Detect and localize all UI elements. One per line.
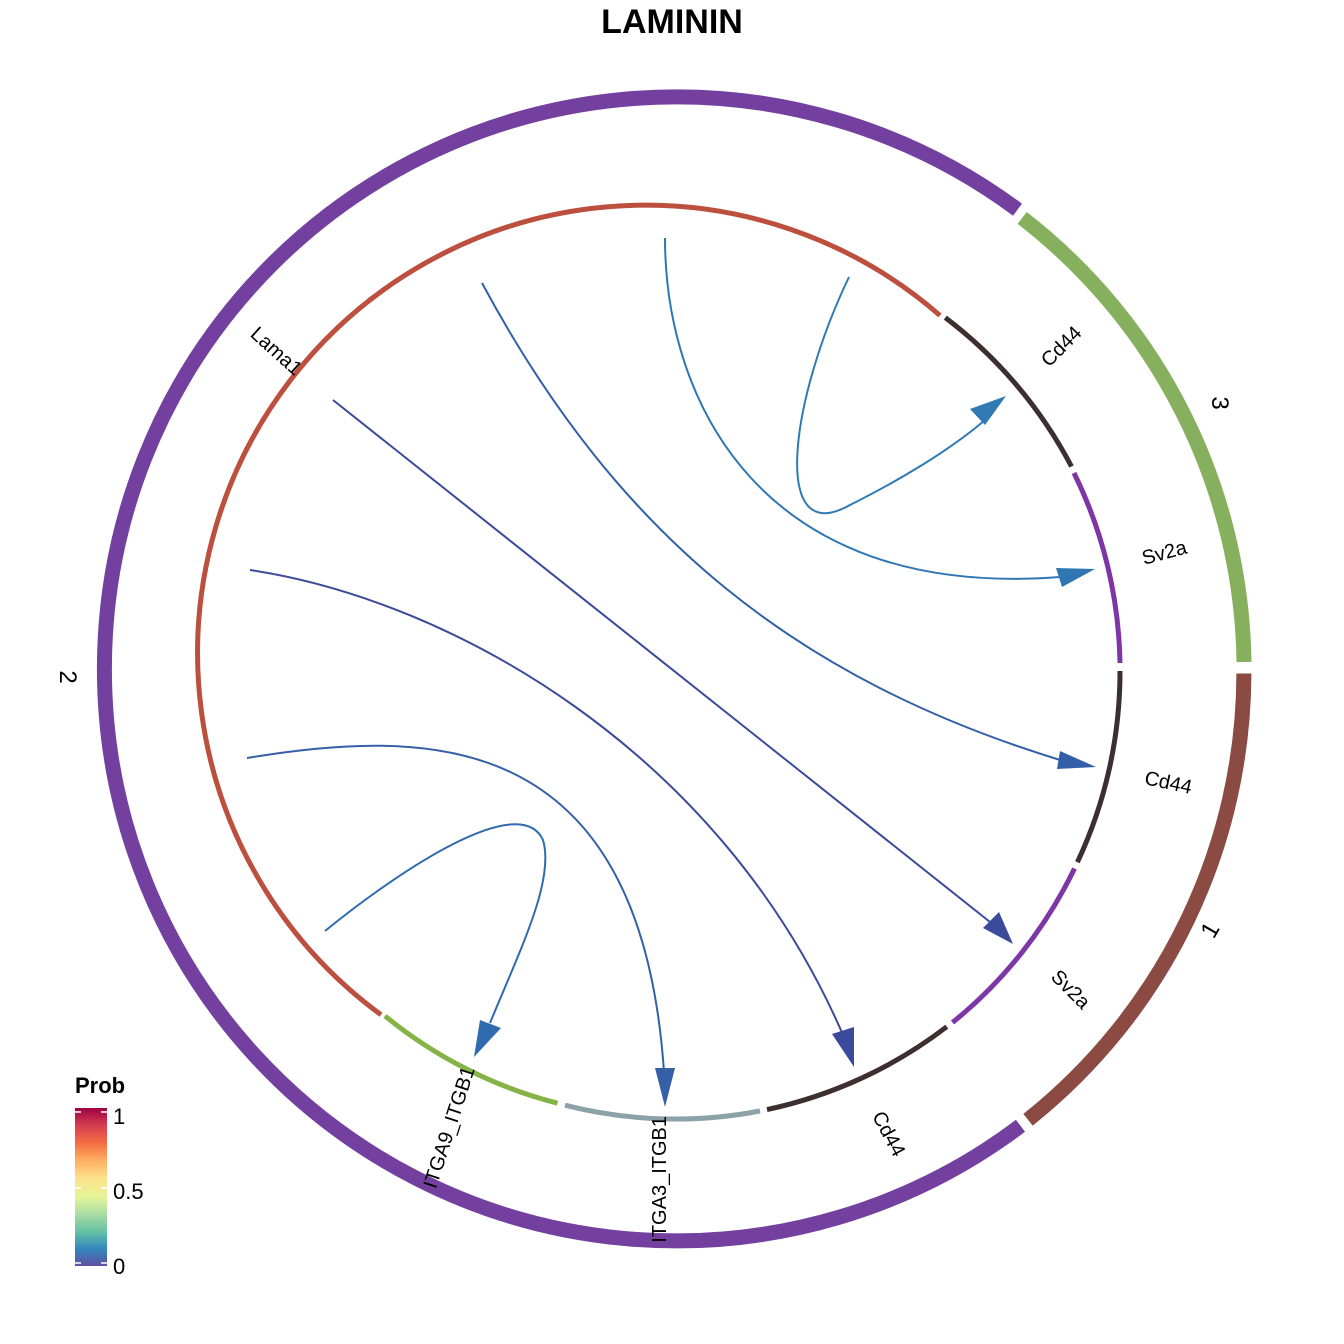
cd44-group1-arc	[1075, 670, 1123, 864]
gene-label-itga9-itgb1: ITGA9_ITGB1	[420, 1064, 480, 1191]
group-label-2: 2	[54, 670, 81, 683]
prob-legend: Prob 1 0.5 0	[75, 1073, 144, 1279]
group-label-1: 1	[1195, 918, 1225, 943]
group-label-3: 3	[1206, 396, 1233, 409]
gene-label-itga3-itgb1: ITGA3_ITGB1	[649, 1116, 671, 1243]
legend-tick-label: 0.5	[113, 1179, 144, 1204]
itga9-itgb1-arc	[383, 1014, 559, 1106]
link-lama1-cd44-group2	[249, 569, 844, 1036]
legend-title: Prob	[75, 1073, 125, 1098]
arrowhead-sv2a-group3	[1056, 568, 1095, 587]
cd44-group3-arc	[943, 315, 1074, 468]
arrowhead-cd44-group2	[832, 1027, 854, 1067]
link-lama1-itga9-itgb1	[324, 823, 547, 1024]
cd44-group2-arc	[766, 1024, 949, 1113]
link-lama1-sv2a-group3	[664, 237, 1061, 580]
links	[246, 237, 1096, 1107]
link-lama1-itga3-itgb1	[246, 744, 665, 1073]
gene-label-cd44-group2: Cd44	[867, 1108, 909, 1161]
group-ring	[96, 89, 1252, 1249]
sv2a-group1-arc	[950, 867, 1077, 1025]
legend-colorbar	[75, 1108, 107, 1266]
arrowhead-sv2a-group1	[983, 912, 1013, 944]
link-lama1-sv2a-group1	[332, 399, 991, 923]
diagram-title: LAMININ	[601, 3, 743, 41]
arrowhead-itga9-itgb1	[474, 1020, 501, 1057]
group-1-arc	[1023, 673, 1252, 1126]
gene-label-lama1: Lama1	[246, 323, 306, 380]
gene-label-cd44-group3: Cd44	[1037, 322, 1086, 371]
legend-tick-label: 0	[113, 1254, 125, 1279]
itga3-itgb1-arc	[564, 1102, 761, 1122]
legend-tick-label: 1	[113, 1104, 125, 1129]
arrowhead-cd44-group1	[1057, 751, 1096, 769]
group-3-arc	[1017, 211, 1252, 663]
gene-ring	[195, 202, 1123, 1122]
arrowhead-cd44-group3	[970, 396, 1006, 425]
group-2-arc	[96, 89, 1025, 1249]
gene-label-sv2a-group3: Sv2a	[1140, 536, 1191, 569]
link-lama1-cd44-group1	[481, 282, 1061, 761]
gene-label-cd44-group1: Cd44	[1143, 767, 1194, 798]
link-lama1-cd44-group3	[796, 276, 986, 514]
gene-label-sv2a-group1: Sv2a	[1046, 966, 1094, 1014]
sv2a-group3-arc	[1071, 471, 1123, 664]
arrowhead-itga3-itgb1	[655, 1068, 675, 1107]
lama1-arc	[195, 202, 942, 1017]
